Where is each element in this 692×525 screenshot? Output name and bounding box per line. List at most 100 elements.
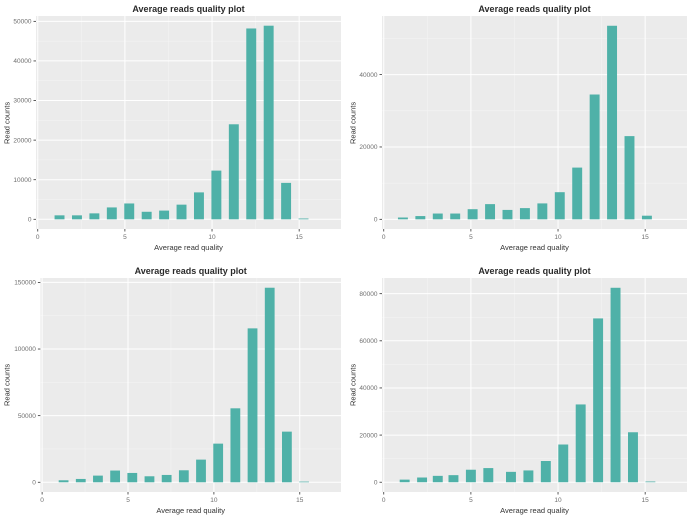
y-tick-label: 30000: [13, 98, 31, 105]
y-tick-label: 40000: [359, 72, 377, 79]
bar: [485, 204, 496, 220]
bars: [54, 25, 309, 220]
x-tick-label: 10: [554, 497, 562, 504]
bar: [127, 472, 138, 483]
x-tick-label: 10: [210, 497, 218, 504]
axis-tick-marks: [37, 281, 301, 495]
histogram-canvas-bottom-left: 0 5 10 15 0 50000 100000 150000: [14, 278, 342, 504]
y-tick-label: 50000: [13, 19, 31, 26]
y-tick-label: 10000: [13, 177, 31, 184]
bar: [519, 208, 530, 220]
bar: [628, 432, 638, 483]
bar: [432, 213, 443, 220]
y-tick-label: 20000: [13, 137, 31, 144]
bar: [450, 213, 461, 220]
x-tick-labels: 0 5 10 15: [40, 497, 303, 504]
bars: [58, 287, 309, 483]
bar: [417, 477, 428, 483]
x-axis-label: Average read quality: [154, 243, 223, 252]
y-tick-label: 0: [374, 479, 378, 486]
bar: [144, 476, 155, 483]
chart-title: Average reads quality plot: [478, 266, 591, 276]
major-gridlines: [382, 16, 687, 229]
bar: [247, 328, 258, 483]
x-tick-label: 10: [554, 234, 562, 241]
x-tick-labels: 0 5 10 15: [382, 234, 649, 241]
major-gridlines: [36, 16, 341, 229]
x-tick-label: 0: [40, 497, 44, 504]
bar: [415, 216, 426, 220]
bar: [141, 211, 152, 220]
bar: [554, 192, 565, 220]
bar: [467, 209, 478, 220]
bar: [161, 474, 172, 483]
y-axis-label: Read counts: [2, 101, 12, 144]
bar: [213, 443, 224, 483]
x-tick-label: 5: [126, 497, 130, 504]
bars: [397, 25, 652, 220]
chart-bottom-left: Average reads quality plot 0 5 10 15 0 50000 1…: [0, 262, 346, 525]
x-axis-label: Average read quality: [156, 506, 226, 515]
bar: [575, 404, 586, 483]
bar: [211, 170, 222, 220]
bar: [263, 25, 274, 220]
chart-top-right: Average reads quality plot 0 5 10 15 0 20000 4…: [346, 0, 692, 262]
y-tick-labels: 0 20000 40000: [359, 72, 377, 224]
x-tick-label: 15: [296, 497, 304, 504]
bar: [110, 470, 121, 483]
bar: [75, 478, 86, 483]
bar: [298, 218, 309, 220]
bar: [228, 124, 239, 220]
x-tick-label: 15: [642, 497, 650, 504]
y-tick-label: 20000: [359, 432, 377, 439]
x-tick-label: 0: [382, 497, 386, 504]
plot-panel: [382, 16, 687, 229]
bar: [89, 213, 100, 220]
y-tick-labels: 0 50000 100000 150000: [14, 280, 36, 487]
plot-panel: [382, 278, 687, 492]
bar: [196, 459, 206, 483]
bar: [572, 167, 583, 220]
bar: [537, 203, 548, 220]
bar: [589, 94, 600, 220]
y-tick-label: 40000: [359, 385, 377, 392]
y-tick-label: 0: [32, 479, 36, 486]
bar: [299, 481, 309, 483]
bar: [523, 470, 534, 483]
bar: [645, 481, 656, 483]
x-tick-label: 5: [469, 234, 473, 241]
bar: [230, 408, 241, 483]
x-tick-label: 15: [642, 234, 650, 241]
bars: [399, 287, 656, 483]
bar: [641, 215, 652, 220]
bar: [607, 25, 618, 220]
y-axis-label: Read counts: [348, 363, 358, 407]
x-tick-label: 10: [208, 234, 216, 241]
histogram-canvas-top-left: 0 5 10 15 0 10000 20000 30000 40000 50000: [13, 16, 341, 241]
histogram-canvas-top-right: 0 5 10 15 0 20000 40000: [359, 16, 687, 241]
x-tick-label: 0: [36, 234, 40, 241]
chart-title: Average reads quality plot: [134, 266, 247, 276]
chart-title: Average reads quality plot: [132, 4, 245, 14]
y-tick-label: 20000: [359, 144, 377, 151]
bar: [124, 203, 135, 220]
x-axis-label: Average read quality: [500, 506, 569, 515]
chart-title: Average reads quality plot: [478, 4, 591, 14]
y-tick-label: 0: [28, 217, 32, 224]
bar: [176, 204, 187, 220]
bar: [193, 192, 204, 220]
bar: [506, 471, 516, 483]
y-tick-label: 40000: [13, 58, 31, 65]
axis-tick-marks: [379, 74, 646, 232]
bar: [432, 475, 443, 483]
bar: [281, 431, 292, 483]
bar: [465, 469, 476, 483]
y-axis-label: Read counts: [348, 101, 358, 144]
y-tick-label: 150000: [14, 280, 36, 287]
bar: [502, 209, 513, 220]
minor-gridlines: [382, 16, 687, 229]
x-axis-label: Average read quality: [500, 243, 569, 252]
y-tick-label: 0: [374, 217, 378, 224]
bar: [58, 480, 69, 483]
